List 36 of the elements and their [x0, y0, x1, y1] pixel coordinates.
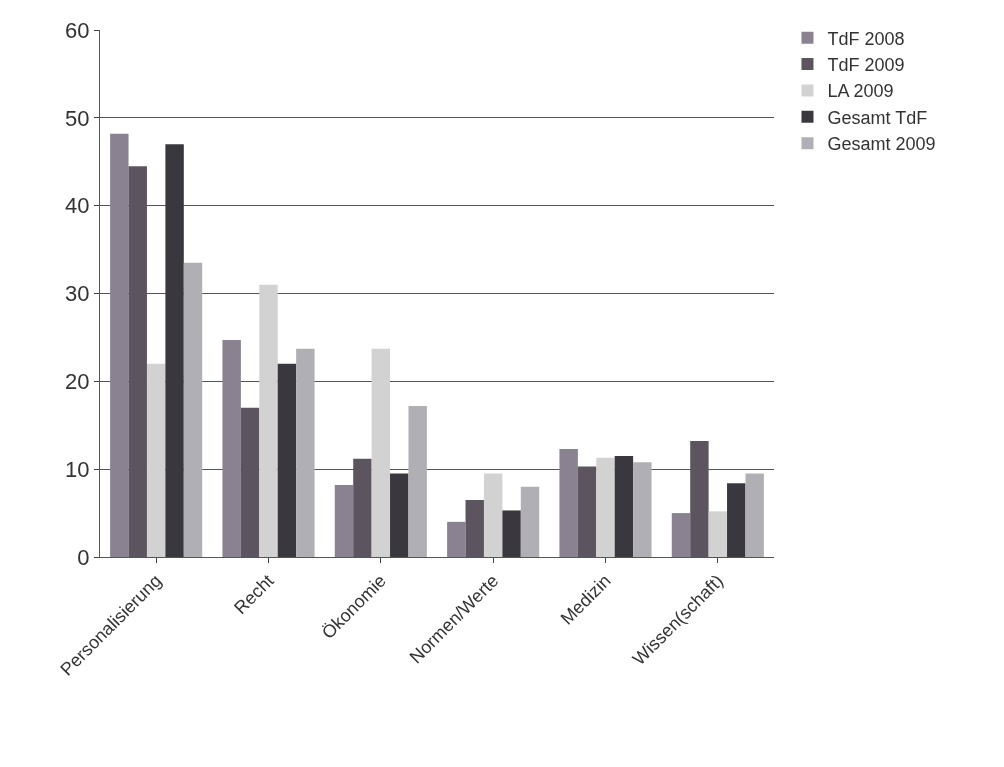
- bar: [745, 473, 764, 557]
- y-tick-label: 30: [65, 281, 90, 307]
- bar: [596, 457, 615, 557]
- legend-label: TdF 2008: [827, 28, 905, 49]
- bar: [334, 484, 354, 557]
- y-tick-label: 10: [65, 456, 90, 482]
- y-tick-label: 60: [65, 17, 90, 43]
- bar: [633, 462, 652, 557]
- bar: [296, 348, 315, 557]
- legend-label: Gesamt TdF: [827, 107, 928, 128]
- bar: [408, 405, 427, 557]
- bar: [671, 513, 691, 557]
- legend-label: LA 2009: [827, 81, 894, 102]
- y-tick-label: 50: [65, 105, 90, 131]
- bar: [277, 363, 297, 557]
- legend-label: Gesamt 2009: [827, 134, 936, 155]
- bar: [502, 510, 521, 557]
- legend-label: TdF 2009: [827, 55, 905, 76]
- bar: [708, 511, 728, 557]
- bar: [483, 473, 503, 557]
- bar: [222, 340, 241, 557]
- bar: [447, 521, 466, 557]
- y-tick-label: 0: [77, 544, 90, 570]
- bar: [371, 348, 391, 557]
- bar: [520, 486, 540, 557]
- bar: [727, 483, 746, 557]
- bar: [559, 448, 578, 557]
- bar: [110, 133, 129, 557]
- bar: [614, 455, 634, 557]
- bar: [165, 144, 184, 557]
- y-tick-label: 20: [65, 369, 90, 395]
- bar: [390, 473, 409, 557]
- bar: [259, 284, 278, 557]
- bar: [146, 363, 166, 557]
- y-tick-label: 40: [65, 193, 90, 219]
- bar: [183, 262, 203, 557]
